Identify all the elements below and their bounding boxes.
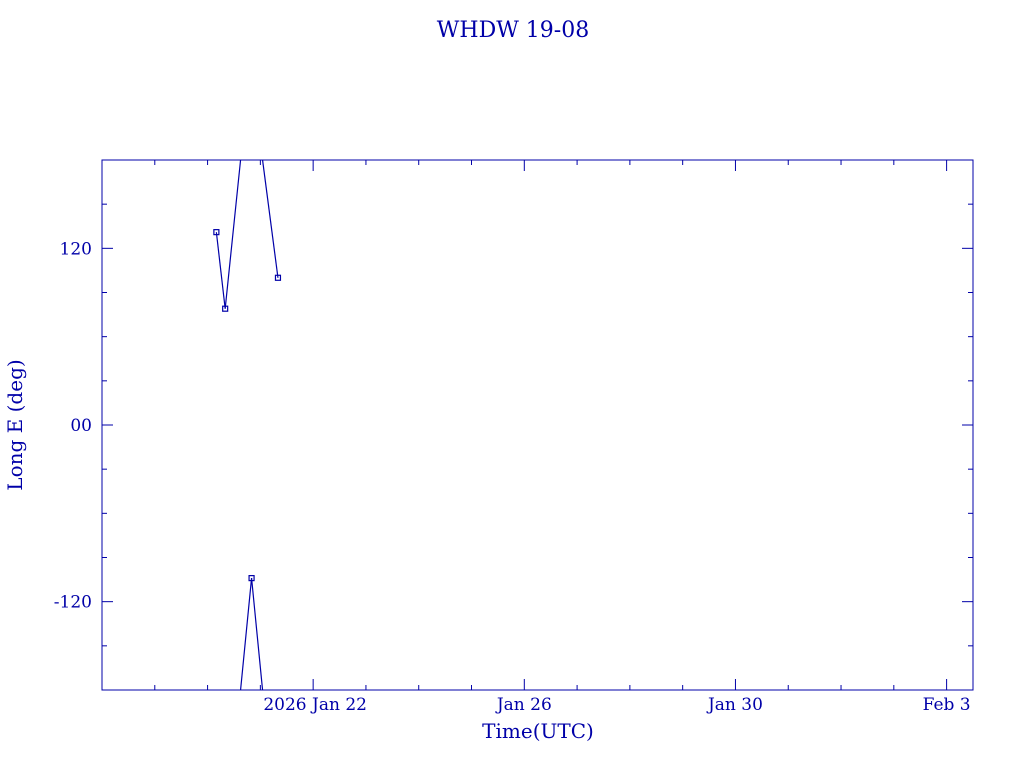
x-tick-label: 2026 Jan 22 (263, 695, 367, 715)
series-line-segment (250, 578, 264, 691)
y-tick-label: -120 (54, 593, 92, 613)
x-axis-ticks (154, 160, 948, 690)
x-tick-label: Jan 30 (706, 695, 763, 715)
series-line-segment (261, 159, 279, 278)
data-point (248, 575, 255, 582)
x-axis-label: Time(UTC) (482, 719, 594, 743)
y-axis-tick-labels: 120 00 -120 (54, 239, 92, 612)
x-tick-label: Jan 26 (495, 695, 552, 715)
x-tick-label: Feb 3 (923, 695, 971, 715)
data-point (222, 305, 229, 312)
y-tick-label: 120 (60, 239, 92, 259)
y-axis-ticks (102, 203, 973, 647)
x-axis-tick-labels: 2026 Jan 22 Jan 26 Jan 30 Feb 3 (263, 695, 970, 715)
series-line-segment (215, 232, 226, 309)
y-tick-label: 00 (70, 416, 92, 436)
series-line-segment (239, 578, 253, 691)
series-layer (213, 159, 282, 691)
series-line-segment (224, 159, 242, 309)
chart-title: WHDW 19-08 (437, 18, 589, 43)
y-axis-label: Long E (deg) (3, 359, 27, 490)
data-point (274, 274, 282, 281)
data-point (213, 229, 220, 236)
